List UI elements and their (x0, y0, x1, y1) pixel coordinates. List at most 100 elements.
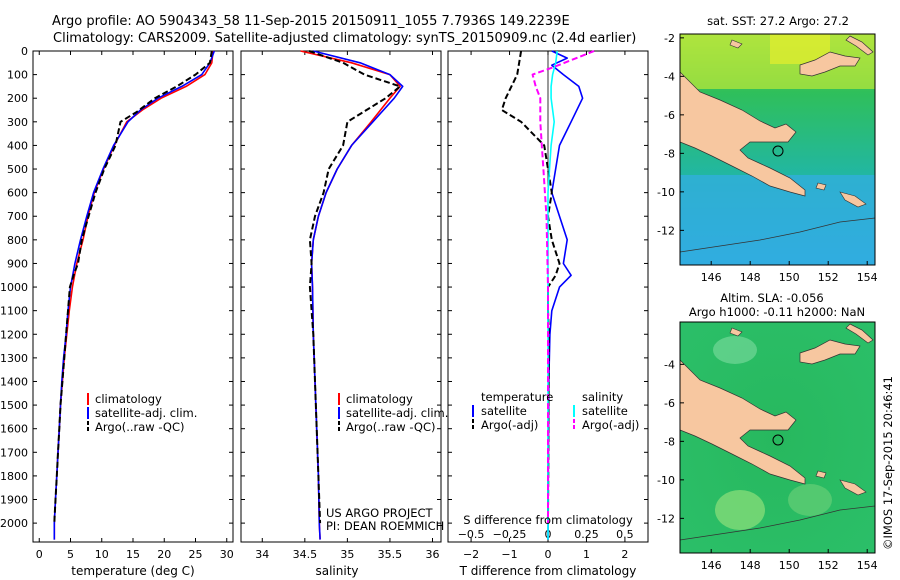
temperature-panel: 0 5 10 15 20 25 30 (36, 50, 234, 561)
depth-tick-label: 100 (7, 69, 28, 82)
legend-label-climatology: climatology (346, 392, 413, 406)
difference-panel: −2 −1 0 1 2−0.5 −0.25 0 0.25 0.5 (458, 50, 634, 561)
depth-tick-label: 1000 (0, 281, 28, 294)
sla-high-patch (715, 490, 765, 530)
depth-tick-label: 1300 (0, 352, 28, 365)
legend-label-satellite: satellite-adj. clim. (346, 406, 448, 420)
imos-credit: ©IMOS 17-Sep-2015 20:46:41 (881, 376, 895, 550)
salinity-x-label: salinity (315, 564, 358, 578)
depth-tick-label: 1800 (0, 470, 28, 483)
lat-tick-label: -8 (664, 147, 675, 160)
title-line-2: Climatology: CARS2009. Satellite-adjuste… (53, 31, 636, 46)
temperature-panel-frame (32, 50, 234, 543)
salinity-panel-frame (240, 50, 442, 543)
depth-tick-label: 1500 (0, 399, 28, 412)
x-tick-label: −2 (463, 548, 479, 561)
series-line-climatology (300, 50, 401, 540)
legend-label-s-satellite: satellite (582, 404, 628, 418)
series-line-s-satellite (547, 50, 558, 540)
s-diff-tick-label: −0.25 (493, 528, 527, 541)
lon-tick-label: 146 (701, 271, 722, 284)
s-diff-tick-label: 0.5 (616, 528, 634, 541)
x-tick-label: 35 (340, 548, 354, 561)
x-tick-label: 35.5 (378, 548, 403, 561)
sla-map-title-2: Argo h1000: -0.11 h2000: NaN (689, 305, 865, 319)
lon-tick-label: 150 (779, 559, 800, 572)
sst-map-title: sat. SST: 27.2 Argo: 27.2 (707, 14, 849, 28)
lon-tick-label: 154 (857, 271, 878, 284)
difference-legend: temperature salinity satellite Argo(-adj… (472, 390, 639, 432)
legend-title-salinity: salinity (582, 390, 623, 404)
x-tick-label: 30 (220, 548, 234, 561)
sla-float-marker (772, 434, 784, 446)
s-diff-tick-label: −0.5 (458, 528, 485, 541)
legend-label-t-argo: Argo(-adj) (481, 418, 538, 432)
series-line-t-satellite (547, 50, 584, 540)
sla-australia-coast (679, 505, 876, 541)
lat-tick-label: -12 (657, 224, 675, 237)
sst-map-axes: -2 -4 -6 -8 -10 -12 146 148 150 152 154 (657, 32, 878, 284)
x-tick-label: 1 (583, 548, 590, 561)
sla-new-ireland (845, 323, 874, 344)
sst-australia-coast (679, 217, 876, 253)
sla-map-frame (679, 321, 876, 554)
legend-label-climatology: climatology (95, 392, 162, 406)
depth-tick-label: 1600 (0, 423, 28, 436)
series-line-satellite-adj-clim (310, 50, 404, 540)
lat-tick-label: -6 (664, 109, 675, 122)
depth-tick-label: 700 (7, 210, 28, 223)
lat-tick-label: -6 (664, 397, 675, 410)
lon-tick-label: 146 (701, 559, 722, 572)
depth-tick-label: 0 (21, 45, 28, 58)
series-line-satellite-adj-clim (53, 50, 216, 540)
legend-label-s-argo: Argo(-adj) (582, 418, 639, 432)
depth-tick-label: 1100 (0, 305, 28, 318)
sst-islands (729, 39, 867, 208)
x-tick-label: 15 (126, 548, 140, 561)
lon-tick-label: 152 (818, 559, 839, 572)
lat-tick-label: -4 (664, 70, 675, 83)
lat-tick-label: -8 (664, 435, 675, 448)
depth-tick-label: 400 (7, 139, 28, 152)
x-tick-label: 34 (255, 548, 269, 561)
salinity-panel: 34 34.5 35 35.5 36 (255, 50, 439, 561)
depth-tick-label: 1200 (0, 328, 28, 341)
depth-tick-label: 900 (7, 257, 28, 270)
lat-tick-label: -10 (657, 474, 675, 487)
sst-new-ireland (845, 35, 874, 56)
series-line-argo-raw-qc (53, 50, 213, 524)
sla-high-patch (713, 336, 757, 364)
lon-tick-label: 150 (779, 271, 800, 284)
lat-tick-label: -12 (657, 512, 675, 525)
lon-tick-label: 148 (740, 559, 761, 572)
legend-title-temperature: temperature (481, 390, 553, 404)
lon-tick-label: 148 (740, 271, 761, 284)
salinity-legend: climatology satellite-adj. clim. Argo(..… (338, 392, 448, 434)
lon-tick-label: 152 (818, 271, 839, 284)
sla-map-axes: -4 -6 -8 -10 -12 146 148 150 152 154 (657, 358, 878, 572)
sst-cool-patch (680, 175, 875, 265)
sla-high-patch (788, 484, 832, 516)
sst-map (679, 33, 876, 266)
x-tick-label: 20 (157, 548, 171, 561)
x-tick-label: 0 (36, 548, 43, 561)
lon-tick-label: 154 (857, 559, 878, 572)
depth-tick-label: 1700 (0, 446, 28, 459)
sla-new-britain (799, 339, 861, 365)
depth-tick-label: 2000 (0, 517, 28, 530)
sla-png-mainland (679, 359, 806, 485)
pi-annotation: PI: DEAN ROEMMICH (326, 519, 444, 533)
x-tick-label: −1 (501, 548, 517, 561)
temperature-x-label: temperature (deg C) (71, 564, 194, 578)
x-tick-label: 36 (425, 548, 439, 561)
x-tick-label: 5 (67, 548, 74, 561)
depth-tick-label: 300 (7, 116, 28, 129)
sla-map-title-1: Altim. SLA: -0.056 (720, 291, 824, 305)
depth-tick-label: 1400 (0, 375, 28, 388)
x-tick-label: 10 (95, 548, 109, 561)
x-tick-label: 2 (621, 548, 628, 561)
depth-tick-label: 800 (7, 234, 28, 247)
temperature-legend: climatology satellite-adj. clim. Argo(..… (87, 392, 197, 434)
sst-new-britain (799, 51, 861, 77)
